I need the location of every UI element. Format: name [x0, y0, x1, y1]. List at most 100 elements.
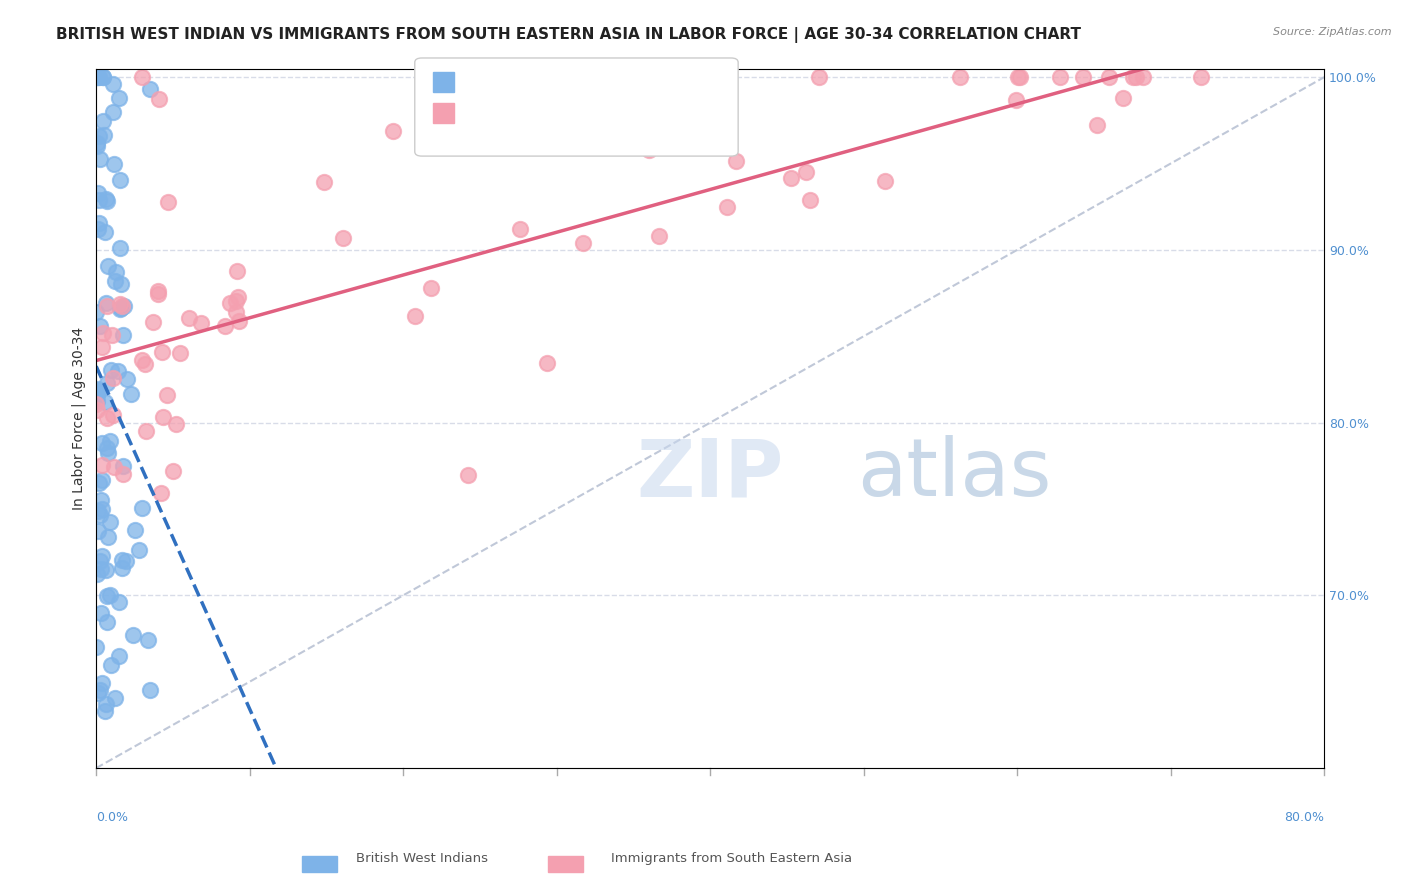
- Immigrants from South Eastern Asia: [648, 229, 671, 244]
- Y-axis label: In Labor Force | Age 30-34: In Labor Force | Age 30-34: [72, 326, 86, 510]
- Text: R =  0.157   N = 89: R = 0.157 N = 89: [460, 80, 650, 98]
- Text: ZIP: ZIP: [637, 435, 783, 513]
- Immigrants from South Eastern Asia: [1132, 70, 1154, 84]
- Immigrants from South Eastern Asia: [148, 92, 170, 106]
- British West Indians: [101, 104, 124, 119]
- Immigrants from South Eastern Asia: [1008, 70, 1031, 84]
- Immigrants from South Eastern Asia: [110, 297, 132, 311]
- Immigrants from South Eastern Asia: [96, 410, 118, 425]
- British West Indians: [91, 675, 114, 690]
- Immigrants from South Eastern Asia: [314, 175, 336, 189]
- British West Indians: [86, 567, 108, 582]
- British West Indians: [107, 364, 129, 378]
- British West Indians: [94, 192, 117, 206]
- British West Indians: [115, 554, 138, 568]
- British West Indians: [91, 70, 114, 84]
- Immigrants from South Eastern Asia: [91, 458, 114, 472]
- British West Indians: [93, 128, 115, 142]
- British West Indians: [87, 524, 110, 538]
- Text: Immigrants from South Eastern Asia: Immigrants from South Eastern Asia: [610, 852, 852, 865]
- British West Indians: [96, 589, 118, 603]
- Immigrants from South Eastern Asia: [794, 165, 817, 179]
- Immigrants from South Eastern Asia: [91, 326, 114, 341]
- British West Indians: [110, 277, 132, 291]
- Immigrants from South Eastern Asia: [225, 305, 247, 319]
- Immigrants from South Eastern Asia: [162, 464, 184, 478]
- Immigrants from South Eastern Asia: [637, 143, 659, 157]
- British West Indians: [107, 595, 129, 609]
- British West Indians: [90, 492, 112, 507]
- Text: British West Indians: British West Indians: [356, 852, 488, 865]
- Immigrants from South Eastern Asia: [332, 230, 354, 244]
- British West Indians: [100, 658, 122, 673]
- British West Indians: [87, 222, 110, 236]
- Immigrants from South Eastern Asia: [382, 124, 405, 138]
- British West Indians: [97, 259, 120, 273]
- British West Indians: [139, 82, 162, 96]
- Immigrants from South Eastern Asia: [96, 299, 118, 313]
- Immigrants from South Eastern Asia: [457, 468, 479, 483]
- British West Indians: [89, 554, 111, 568]
- Text: 80.0%: 80.0%: [1284, 811, 1324, 824]
- Immigrants from South Eastern Asia: [131, 353, 153, 368]
- Immigrants from South Eastern Asia: [226, 290, 249, 304]
- British West Indians: [139, 682, 162, 697]
- Immigrants from South Eastern Asia: [152, 409, 174, 424]
- Immigrants from South Eastern Asia: [101, 408, 124, 422]
- Immigrants from South Eastern Asia: [146, 287, 169, 301]
- British West Indians: [87, 383, 110, 397]
- Immigrants from South Eastern Asia: [214, 318, 236, 333]
- British West Indians: [89, 152, 111, 166]
- British West Indians: [96, 615, 118, 630]
- British West Indians: [89, 508, 111, 522]
- Immigrants from South Eastern Asia: [1122, 70, 1144, 84]
- Immigrants from South Eastern Asia: [134, 358, 156, 372]
- British West Indians: [87, 382, 110, 396]
- Immigrants from South Eastern Asia: [1004, 93, 1026, 107]
- Immigrants from South Eastern Asia: [100, 327, 122, 342]
- Immigrants from South Eastern Asia: [149, 486, 172, 500]
- British West Indians: [111, 328, 134, 343]
- Immigrants from South Eastern Asia: [90, 340, 112, 354]
- British West Indians: [94, 295, 117, 310]
- British West Indians: [98, 588, 121, 602]
- British West Indians: [87, 193, 110, 207]
- British West Indians: [124, 523, 146, 537]
- Immigrants from South Eastern Asia: [146, 284, 169, 298]
- British West Indians: [87, 504, 110, 518]
- Immigrants from South Eastern Asia: [103, 460, 125, 475]
- Immigrants from South Eastern Asia: [131, 70, 153, 84]
- Immigrants from South Eastern Asia: [111, 467, 134, 481]
- Immigrants from South Eastern Asia: [219, 296, 242, 310]
- Immigrants from South Eastern Asia: [135, 424, 157, 438]
- British West Indians: [86, 136, 108, 151]
- Immigrants from South Eastern Asia: [571, 235, 593, 250]
- British West Indians: [104, 265, 127, 279]
- Immigrants from South Eastern Asia: [86, 402, 108, 417]
- Text: 0.0%: 0.0%: [96, 811, 128, 824]
- British West Indians: [90, 549, 112, 564]
- Immigrants from South Eastern Asia: [509, 222, 531, 236]
- British West Indians: [86, 685, 108, 699]
- British West Indians: [110, 301, 132, 316]
- Immigrants from South Eastern Asia: [1098, 70, 1121, 84]
- Immigrants from South Eastern Asia: [512, 78, 534, 92]
- British West Indians: [115, 371, 138, 385]
- British West Indians: [131, 500, 153, 515]
- British West Indians: [107, 648, 129, 663]
- British West Indians: [86, 640, 108, 655]
- Immigrants from South Eastern Asia: [110, 299, 132, 313]
- British West Indians: [89, 682, 111, 697]
- Immigrants from South Eastern Asia: [420, 281, 443, 295]
- British West Indians: [96, 442, 118, 456]
- British West Indians: [108, 91, 131, 105]
- British West Indians: [90, 435, 112, 450]
- British West Indians: [89, 319, 111, 334]
- British West Indians: [104, 274, 127, 288]
- Immigrants from South Eastern Asia: [949, 70, 972, 84]
- Immigrants from South Eastern Asia: [1049, 70, 1071, 84]
- Immigrants from South Eastern Asia: [799, 193, 821, 207]
- British West Indians: [120, 387, 142, 401]
- British West Indians: [94, 225, 117, 239]
- British West Indians: [112, 458, 135, 473]
